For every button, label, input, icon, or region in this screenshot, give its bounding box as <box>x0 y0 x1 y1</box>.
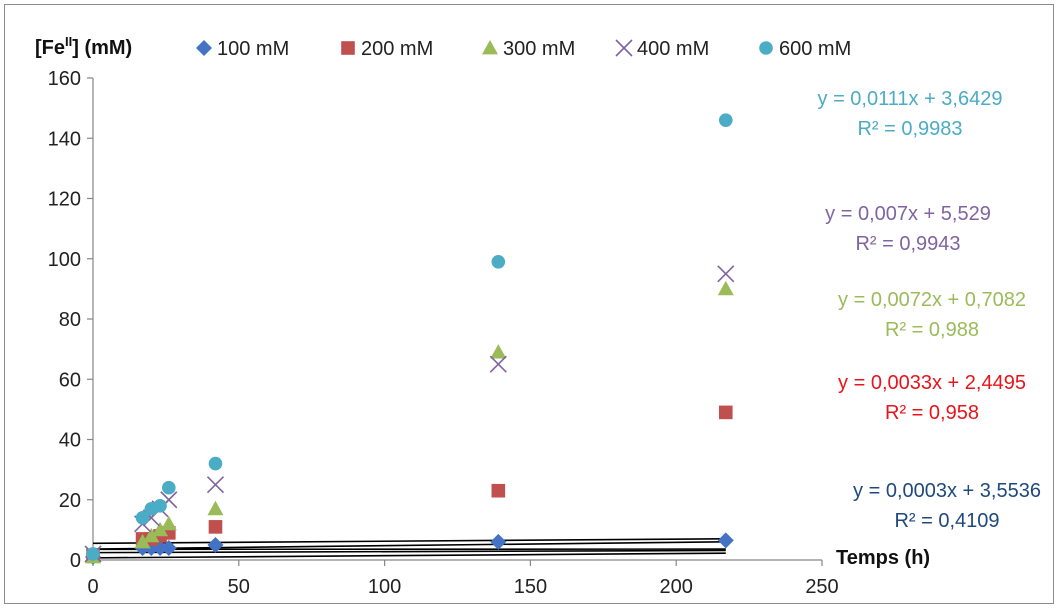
legend-label-200-mm: 200 mM <box>361 38 433 60</box>
point-300-mm <box>143 527 160 543</box>
point-100-mm <box>160 539 177 556</box>
trendline-r2-100-mm: R² = 0,4109 <box>894 510 999 532</box>
point-300-mm <box>490 344 507 359</box>
legend: 100 mM 200 mM 300 mM 400 mM 600 mM <box>196 38 851 60</box>
trendline-r2-300-mm: R² = 0,988 <box>885 319 979 341</box>
trendline-equation-100-mm: y = 0,0003x + 3,5536 <box>853 480 1041 502</box>
point-400-mm <box>206 476 225 494</box>
y-tick-label: 100 <box>48 249 81 271</box>
legend-marker-300-mm <box>482 40 498 55</box>
point-300-mm <box>134 533 151 549</box>
point-200-mm <box>208 520 223 534</box>
y-tick-label: 0 <box>70 550 81 572</box>
y-axis-title: [FeII] (mM) <box>35 34 132 59</box>
point-400-mm-stroke <box>206 476 225 494</box>
y-tick-label: 140 <box>48 128 81 150</box>
trendline-200-mm <box>92 549 726 554</box>
x-tick-label: 0 <box>87 576 98 598</box>
trendline-600-mm <box>92 540 726 550</box>
point-100-mm <box>717 532 734 549</box>
x-tick-label: 50 <box>228 576 250 598</box>
trendline-equation-400-mm: y = 0,007x + 5,529 <box>825 203 991 225</box>
point-600-mm <box>153 498 167 513</box>
point-300-mm <box>152 521 169 537</box>
legend-marker-100-mm <box>196 40 212 56</box>
point-300-mm <box>160 515 177 531</box>
y-tick-label: 60 <box>59 369 81 391</box>
trendline-r2-400-mm: R² = 0,9943 <box>855 233 960 255</box>
trendline-r2-600-mm: R² = 0,9983 <box>857 118 962 140</box>
legend-label-400-mm: 400 mM <box>637 38 709 60</box>
trendline-400-mm <box>92 537 726 545</box>
point-200-mm <box>491 483 506 498</box>
x-tick-label: 200 <box>660 576 693 598</box>
point-400-mm-stroke <box>489 355 507 373</box>
axes: 0 20 40 60 80 100 120 140 160 0 50 100 150 200 250 [FeI… <box>35 34 930 598</box>
point-600-mm <box>162 480 176 495</box>
x-tick-label: 250 <box>805 576 838 598</box>
legend-label-100-mm: 100 mM <box>217 38 289 60</box>
trendline-equation-200-mm: y = 0,0033x + 2,4495 <box>838 372 1026 394</box>
legend-marker-400-mm <box>615 39 633 57</box>
point-300-mm <box>717 280 734 296</box>
x-tick-label: 150 <box>514 576 547 598</box>
legend-marker-200-mm <box>341 41 355 55</box>
legend-label-300-mm: 300 mM <box>503 38 575 60</box>
point-200-mm <box>718 405 733 420</box>
legend-label-600-mm: 600 mM <box>779 38 851 60</box>
y-tick-label: 40 <box>59 430 81 452</box>
y-tick-label: 80 <box>59 309 81 331</box>
data-marks <box>84 113 735 565</box>
point-600-mm <box>718 113 733 127</box>
point-400-mm <box>717 265 735 283</box>
point-600-mm <box>135 511 150 525</box>
trendlines <box>92 537 726 559</box>
trendline-r2-200-mm: R² = 0,958 <box>885 402 979 424</box>
chart-frame <box>4 4 1054 604</box>
legend-marker-600-mm <box>759 41 773 55</box>
legend-marker-400-mm-stroke <box>615 39 633 57</box>
point-600-mm <box>86 547 100 561</box>
y-tick-label: 120 <box>48 189 81 211</box>
x-axis-title: Temps (h) <box>836 547 930 569</box>
point-100-mm <box>490 533 507 550</box>
point-100-mm <box>207 536 224 553</box>
y-tick-label: 20 <box>59 490 81 512</box>
x-tick-label: 100 <box>368 576 401 598</box>
trendline-equation-600-mm: y = 0,0111x + 3,6429 <box>818 88 1003 110</box>
point-400-mm <box>489 355 507 373</box>
point-400-mm-stroke <box>717 265 735 283</box>
y-tick-label: 160 <box>48 68 81 90</box>
trendline-equation-300-mm: y = 0,0072x + 0,7082 <box>838 289 1026 311</box>
point-300-mm <box>207 500 224 516</box>
labels: y = 0,0003x + 3,5536 R² = 0,4109 y = 0,003… <box>818 88 1041 532</box>
point-600-mm <box>208 456 223 471</box>
trendline-300-mm <box>92 552 726 559</box>
point-600-mm <box>491 254 506 269</box>
